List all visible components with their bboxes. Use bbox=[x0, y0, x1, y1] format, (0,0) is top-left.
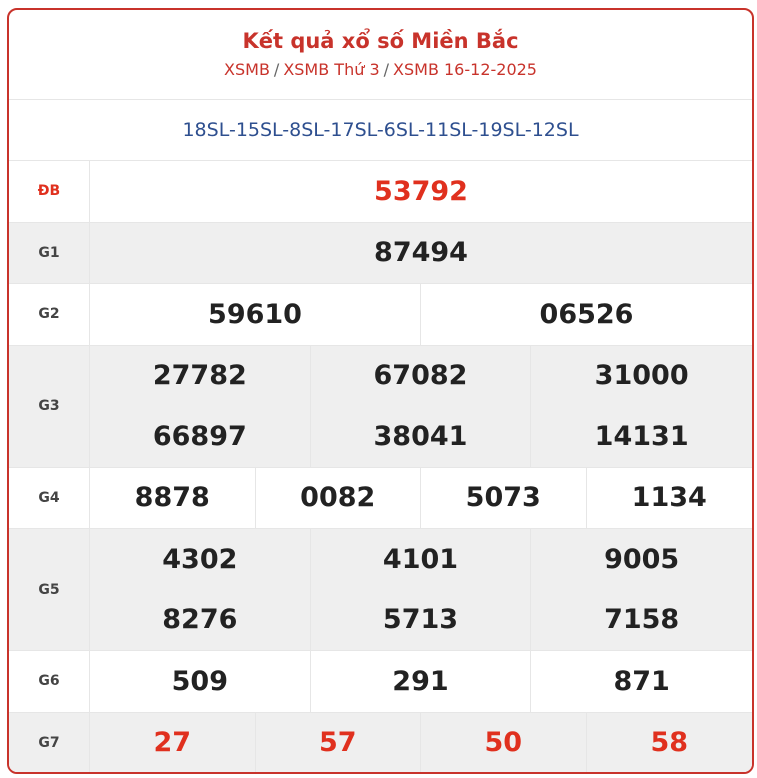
prize-label-g5: G5 bbox=[9, 529, 90, 650]
prize-row-g1: G1 87494 bbox=[9, 222, 752, 284]
prize-number: 53792 bbox=[374, 175, 468, 207]
prize-number: 58 bbox=[650, 727, 689, 759]
prize-number: 5073 bbox=[421, 467, 587, 528]
prize-number: 8276 bbox=[90, 589, 311, 650]
prize-number: 59610 bbox=[90, 284, 421, 345]
breadcrumb: XSMB / XSMB Thứ 3/XSMB 16-12-2025 bbox=[9, 60, 752, 80]
prize-row-db: ĐB 53792 bbox=[9, 161, 752, 223]
prize-row-g4: G4 8878 0082 5073 1134 bbox=[9, 467, 752, 529]
ticket-codes: 18SL-15SL-8SL-17SL-6SL-11SL-19SL-12SL bbox=[9, 100, 752, 161]
prize-number: 38041 bbox=[311, 406, 532, 467]
prize-number: 4302 bbox=[90, 529, 311, 590]
breadcrumb-xsmb-thu3[interactable]: XSMB Thứ 3 bbox=[283, 60, 380, 79]
prize-label-g6: G6 bbox=[9, 651, 90, 712]
prize-number: 291 bbox=[311, 651, 532, 712]
prize-number: 87494 bbox=[374, 237, 468, 269]
prize-number: 27 bbox=[90, 712, 256, 772]
prize-label-g3: G3 bbox=[9, 345, 90, 467]
prize-row-g6: G6 509 291 871 bbox=[9, 651, 752, 713]
prize-number: 50 bbox=[421, 712, 587, 772]
prize-number: 7158 bbox=[604, 604, 680, 636]
prize-number: 509 bbox=[90, 651, 311, 712]
prize-number: 9005 bbox=[604, 543, 680, 575]
prize-row-g3: G3 27782 67082 31000 66897 38041 14131 bbox=[9, 345, 752, 468]
breadcrumb-separator: / bbox=[273, 60, 280, 79]
prize-row-g7: G7 27 57 50 58 bbox=[9, 712, 752, 772]
prize-number: 31000 bbox=[594, 360, 689, 392]
prize-label-db: ĐB bbox=[9, 161, 90, 222]
prize-number: 67082 bbox=[311, 345, 532, 406]
prize-number: 5713 bbox=[311, 589, 532, 650]
prize-row-g5: G5 4302 4101 9005 8276 5713 7158 bbox=[9, 529, 752, 651]
prize-number: 14131 bbox=[594, 420, 689, 452]
breadcrumb-xsmb[interactable]: XSMB bbox=[224, 60, 270, 79]
prize-label-g4: G4 bbox=[9, 467, 90, 528]
prize-number: 27782 bbox=[90, 345, 311, 406]
prize-number: 4101 bbox=[311, 529, 532, 590]
prize-number: 57 bbox=[256, 712, 421, 772]
results-card: Kết quả xổ số Miền Bắc XSMB / XSMB Thứ 3/X… bbox=[7, 8, 754, 774]
prize-row-g2: G2 59610 06526 bbox=[9, 284, 752, 346]
prize-number: 1134 bbox=[631, 482, 707, 514]
page-title: Kết quả xổ số Miền Bắc bbox=[242, 29, 519, 53]
prize-number: 06526 bbox=[539, 298, 634, 330]
breadcrumb-xsmb-date[interactable]: XSMB 16-12-2025 bbox=[393, 60, 537, 79]
results-header: Kết quả xổ số Miền Bắc XSMB / XSMB Thứ 3/X… bbox=[9, 10, 752, 100]
prize-number: 8878 bbox=[90, 467, 256, 528]
prize-label-g2: G2 bbox=[9, 284, 90, 345]
breadcrumb-separator: / bbox=[383, 60, 390, 79]
prize-number: 66897 bbox=[90, 406, 311, 467]
prize-number: 871 bbox=[613, 665, 670, 697]
prize-label-g7: G7 bbox=[9, 712, 90, 772]
prize-number: 0082 bbox=[256, 467, 421, 528]
prize-label-g1: G1 bbox=[9, 222, 90, 283]
